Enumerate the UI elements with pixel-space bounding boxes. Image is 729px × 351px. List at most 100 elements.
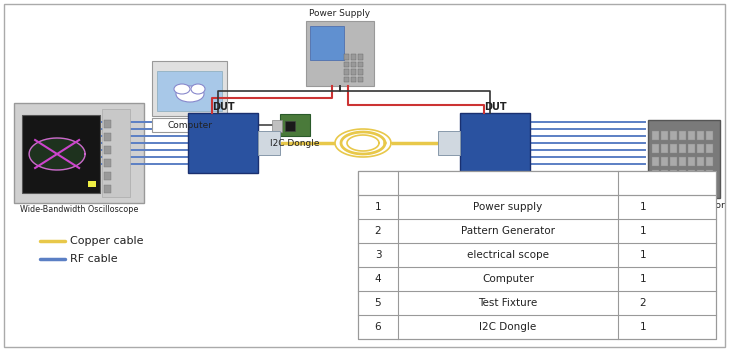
Bar [358,54,363,60]
Bar [661,170,668,179]
Bar [688,131,695,140]
Bar [697,157,704,166]
Bar [351,54,356,60]
Bar [652,144,659,153]
Text: 3: 3 [375,250,381,260]
Bar [706,170,713,179]
Bar [670,144,677,153]
Bar [258,131,280,155]
Text: 5: 5 [375,298,381,308]
Text: Pattern Generator: Pattern Generator [461,226,555,236]
Bar [648,120,720,198]
Bar [679,157,686,166]
Bar [661,131,668,140]
Text: Copper cable: Copper cable [70,236,144,246]
Ellipse shape [174,84,190,94]
Bar [697,131,704,140]
Bar [679,183,686,192]
Bar [670,170,677,179]
Text: 1: 1 [375,202,381,212]
Bar [170,125,210,132]
Bar [679,144,686,153]
Bar [344,77,349,82]
Bar [670,183,677,192]
Bar [706,131,713,140]
Bar [358,171,716,339]
Bar [679,131,686,140]
Bar [344,54,349,60]
Bar [22,115,100,193]
Bar [310,26,344,60]
Bar [661,183,668,192]
Text: I2C Dongle: I2C Dongle [480,322,537,332]
Text: Computer: Computer [168,120,212,130]
Bar [652,157,659,166]
Text: electrical scope: electrical scope [467,250,549,260]
Bar [152,118,227,132]
Bar [272,120,282,132]
Bar [280,114,310,136]
Text: Wide-Bandwidth Oscilloscope: Wide-Bandwidth Oscilloscope [20,205,139,214]
Bar [697,183,704,192]
Bar [688,170,695,179]
Text: 1: 1 [639,322,647,332]
Text: Power supply: Power supply [473,202,542,212]
Polygon shape [29,138,85,170]
Bar [652,170,659,179]
Bar [285,121,295,131]
Bar [186,118,194,126]
Text: DUT: DUT [483,102,507,112]
Bar [306,21,374,86]
Text: Test Fixture: Test Fixture [478,298,537,308]
Bar [152,61,227,116]
Text: Power Supply: Power Supply [309,9,370,19]
Bar [652,131,659,140]
Bar [358,171,716,339]
Text: I2C Dongle: I2C Dongle [270,139,320,147]
Bar [104,172,111,180]
Text: 4: 4 [375,274,381,284]
Bar [88,181,96,187]
Bar [661,144,668,153]
Bar [102,109,130,197]
Text: 1: 1 [639,274,647,284]
Text: DUT: DUT [211,102,234,112]
Text: Device: Device [490,178,526,188]
Bar [104,159,111,167]
Bar [104,133,111,141]
Text: Pattern Generator: Pattern Generator [643,200,725,210]
Bar [14,103,144,203]
Bar [344,69,349,74]
Bar [706,157,713,166]
Text: 2: 2 [375,226,381,236]
Bar [706,183,713,192]
Text: No.: No. [370,178,386,188]
Bar [104,185,111,193]
Bar [104,120,111,128]
Bar [438,131,460,155]
Text: Computer: Computer [482,274,534,284]
Bar [358,61,363,67]
Bar [697,144,704,153]
Bar [188,113,258,173]
Bar [679,170,686,179]
Text: 6: 6 [375,322,381,332]
Text: 1: 1 [639,226,647,236]
Bar [358,69,363,74]
Bar [697,170,704,179]
Bar [351,61,356,67]
Bar [358,171,716,195]
Ellipse shape [176,86,204,102]
Bar [670,131,677,140]
Ellipse shape [191,84,205,94]
Bar [670,157,677,166]
Text: 1: 1 [639,250,647,260]
Bar [661,157,668,166]
Bar [688,183,695,192]
Bar [460,113,530,173]
Bar [688,157,695,166]
Bar [104,146,111,154]
Bar [344,61,349,67]
Bar [351,69,356,74]
Bar [706,144,713,153]
